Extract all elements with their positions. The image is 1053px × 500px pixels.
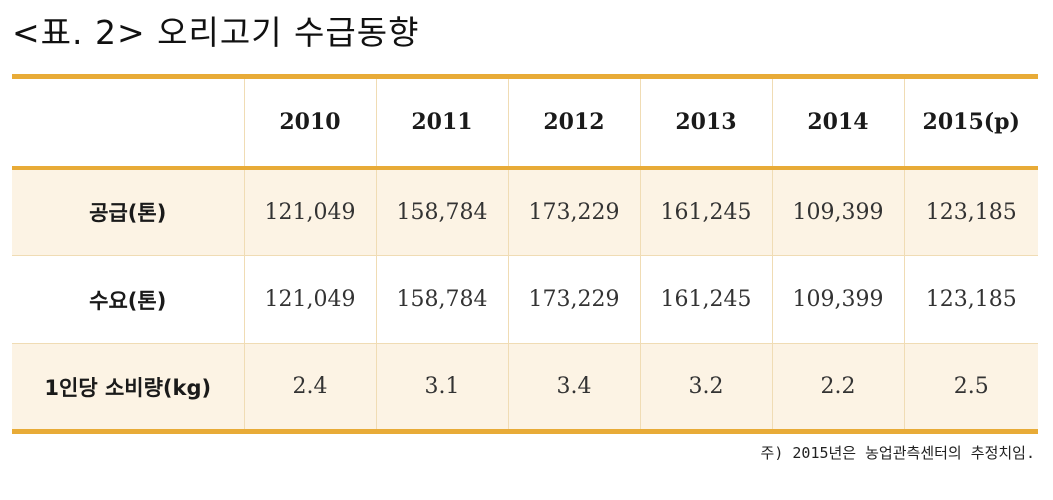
table-cell: 109,399 — [771, 167, 904, 256]
table-title: <표. 2> 오리고기 수급동향 — [12, 13, 420, 52]
table-cell: 2.4 — [243, 343, 376, 432]
footnote: 주) 2015년은 농업관측센터의 추정치임. — [760, 444, 1035, 462]
table-cell: 121,049 — [243, 255, 376, 344]
table-cell: 3.1 — [375, 343, 508, 432]
table-cell: 2.2 — [771, 343, 904, 432]
table-cell: 109,399 — [771, 255, 904, 344]
year-header: 2014 — [771, 76, 904, 168]
table-cell: 161,245 — [639, 167, 772, 256]
supply-demand-table-container: 2010 2011 2012 2013 2014 2015(p) 공급(톤) 1… — [12, 74, 1038, 434]
table-cell: 158,784 — [375, 167, 508, 256]
year-header: 2010 — [243, 76, 376, 168]
table-row-per-capita: 1인당 소비량(kg) 2.4 3.1 3.4 3.2 2.2 2.5 — [12, 343, 1038, 432]
table-cell: 173,229 — [507, 167, 640, 256]
table-cell: 121,049 — [243, 167, 376, 256]
year-header: 2013 — [639, 76, 772, 168]
row-label: 1인당 소비량(kg) — [44, 375, 212, 400]
table-cell: 173,229 — [507, 255, 640, 344]
supply-demand-table: 2010 2011 2012 2013 2014 2015(p) 공급(톤) 1… — [12, 74, 1038, 434]
table-cell: 123,185 — [903, 167, 1038, 256]
table-cell: 161,245 — [639, 255, 772, 344]
header-row: 2010 2011 2012 2013 2014 2015(p) — [12, 76, 1038, 168]
year-header: 2011 — [375, 76, 508, 168]
table-cell: 123,185 — [903, 255, 1038, 344]
table-cell: 3.4 — [507, 343, 640, 432]
year-header: 2015(p) — [903, 76, 1038, 168]
table-row-demand: 수요(톤) 121,049 158,784 173,229 161,245 10… — [12, 255, 1038, 344]
row-label: 수요(톤) — [89, 288, 167, 313]
table-cell: 3.2 — [639, 343, 772, 432]
table-cell: 2.5 — [903, 343, 1038, 432]
corner-cell — [12, 77, 244, 168]
row-label: 공급(톤) — [89, 201, 167, 226]
table-row-supply: 공급(톤) 121,049 158,784 173,229 161,245 10… — [12, 167, 1038, 256]
year-header: 2012 — [507, 76, 640, 168]
table-cell: 158,784 — [375, 255, 508, 344]
